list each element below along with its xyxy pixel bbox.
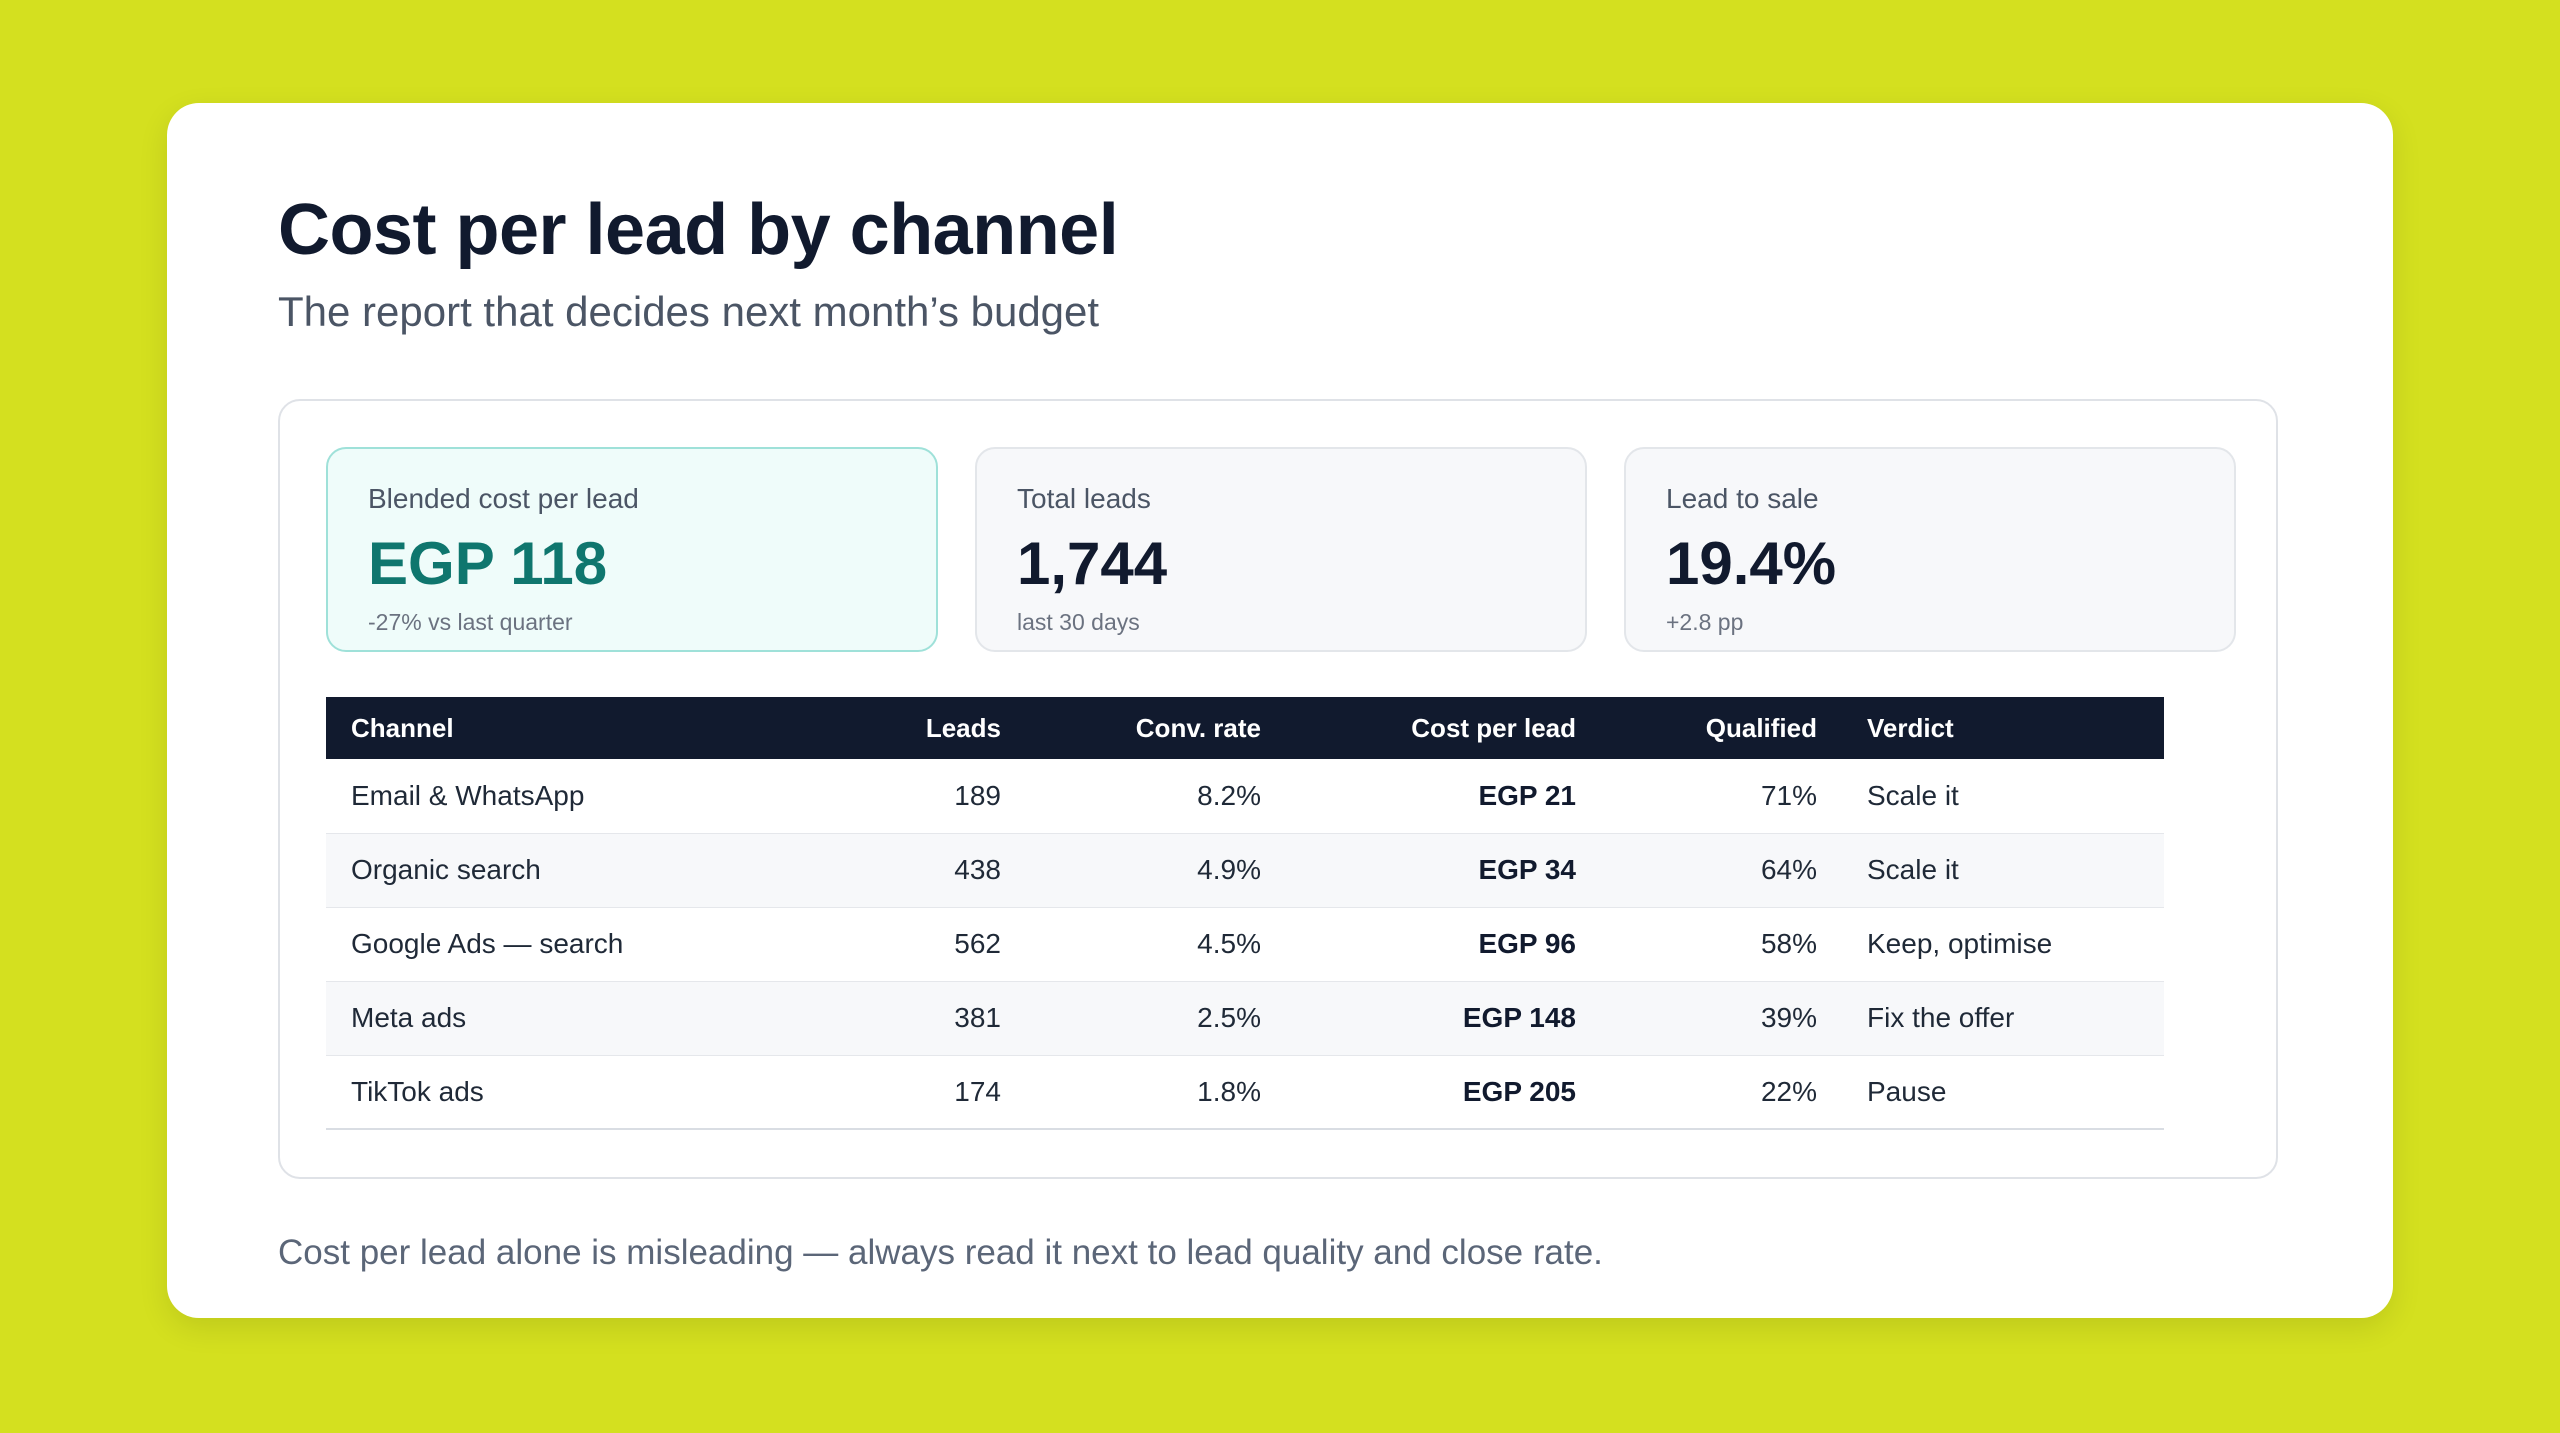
footnote: Cost per lead alone is misleading — alwa… — [278, 1233, 1603, 1272]
cell-leads: 438 — [846, 833, 1026, 908]
cell-verdict: Keep, optimise — [1842, 907, 2164, 982]
kpi-label: Blended cost per lead — [368, 483, 639, 514]
cell-leads: 381 — [846, 981, 1026, 1056]
cell-cost-per-lead: EGP 34 — [1286, 833, 1601, 908]
cell-channel: Meta ads — [326, 981, 846, 1056]
cell-conv-rate: 1.8% — [1026, 1055, 1286, 1130]
table-row: Organic search 438 4.9% EGP 34 64% Scale… — [326, 833, 2164, 908]
cell-conv-rate: 4.9% — [1026, 833, 1286, 908]
cell-cost-per-lead: EGP 96 — [1286, 907, 1601, 982]
kpi-note: -27% vs last quarter — [368, 609, 573, 635]
page-title: Cost per lead by channel — [278, 190, 1119, 270]
report-panel: Blended cost per lead EGP 118 -27% vs la… — [278, 399, 2278, 1179]
cell-conv-rate: 8.2% — [1026, 759, 1286, 834]
cell-cost-per-lead: EGP 21 — [1286, 759, 1601, 834]
page-subtitle: The report that decides next month’s bud… — [278, 288, 1100, 335]
channel-table: Channel Leads Conv. rate Cost per lead Q… — [326, 697, 2164, 1130]
kpi-note: +2.8 pp — [1666, 609, 1744, 635]
report-card: Cost per lead by channel The report that… — [167, 103, 2393, 1318]
kpi-value: 1,744 — [1017, 530, 1168, 597]
kpi-value: 19.4% — [1666, 530, 1837, 597]
cell-qualified: 39% — [1601, 981, 1842, 1056]
cell-channel: Email & WhatsApp — [326, 759, 846, 834]
table-row: Google Ads — search 562 4.5% EGP 96 58% … — [326, 907, 2164, 982]
cell-verdict: Pause — [1842, 1055, 2164, 1130]
cell-channel: TikTok ads — [326, 1055, 846, 1130]
cell-channel: Google Ads — search — [326, 907, 846, 982]
cell-qualified: 71% — [1601, 759, 1842, 834]
kpi-card-total-leads: Total leads 1,744 last 30 days — [975, 447, 1587, 652]
cell-channel: Organic search — [326, 833, 846, 908]
table-row: TikTok ads 174 1.8% EGP 205 22% Pause — [326, 1055, 2164, 1130]
cell-conv-rate: 4.5% — [1026, 907, 1286, 982]
cell-cost-per-lead: EGP 148 — [1286, 981, 1601, 1056]
kpi-note: last 30 days — [1017, 609, 1140, 635]
kpi-label: Lead to sale — [1666, 483, 1819, 514]
cell-verdict: Scale it — [1842, 759, 2164, 834]
column-header-qualified: Qualified — [1601, 697, 1842, 759]
cell-qualified: 64% — [1601, 833, 1842, 908]
kpi-card-lead-to-sale: Lead to sale 19.4% +2.8 pp — [1624, 447, 2236, 652]
column-header-verdict: Verdict — [1842, 697, 2164, 759]
table-header-row: Channel Leads Conv. rate Cost per lead Q… — [326, 697, 2164, 759]
cell-cost-per-lead: EGP 205 — [1286, 1055, 1601, 1130]
column-header-leads: Leads — [846, 697, 1026, 759]
kpi-value: EGP 118 — [368, 530, 608, 597]
table-row: Meta ads 381 2.5% EGP 148 39% Fix the of… — [326, 981, 2164, 1056]
cell-qualified: 22% — [1601, 1055, 1842, 1130]
cell-leads: 174 — [846, 1055, 1026, 1130]
table-row: Email & WhatsApp 189 8.2% EGP 21 71% Sca… — [326, 759, 2164, 834]
kpi-card-blended-cpl: Blended cost per lead EGP 118 -27% vs la… — [326, 447, 938, 652]
cell-verdict: Fix the offer — [1842, 981, 2164, 1056]
cell-leads: 189 — [846, 759, 1026, 834]
column-header-conv-rate: Conv. rate — [1026, 697, 1286, 759]
kpi-label: Total leads — [1017, 483, 1151, 514]
cell-conv-rate: 2.5% — [1026, 981, 1286, 1056]
column-header-channel: Channel — [326, 697, 846, 759]
cell-verdict: Scale it — [1842, 833, 2164, 908]
column-header-cost-per-lead: Cost per lead — [1286, 697, 1601, 759]
cell-qualified: 58% — [1601, 907, 1842, 982]
cell-leads: 562 — [846, 907, 1026, 982]
